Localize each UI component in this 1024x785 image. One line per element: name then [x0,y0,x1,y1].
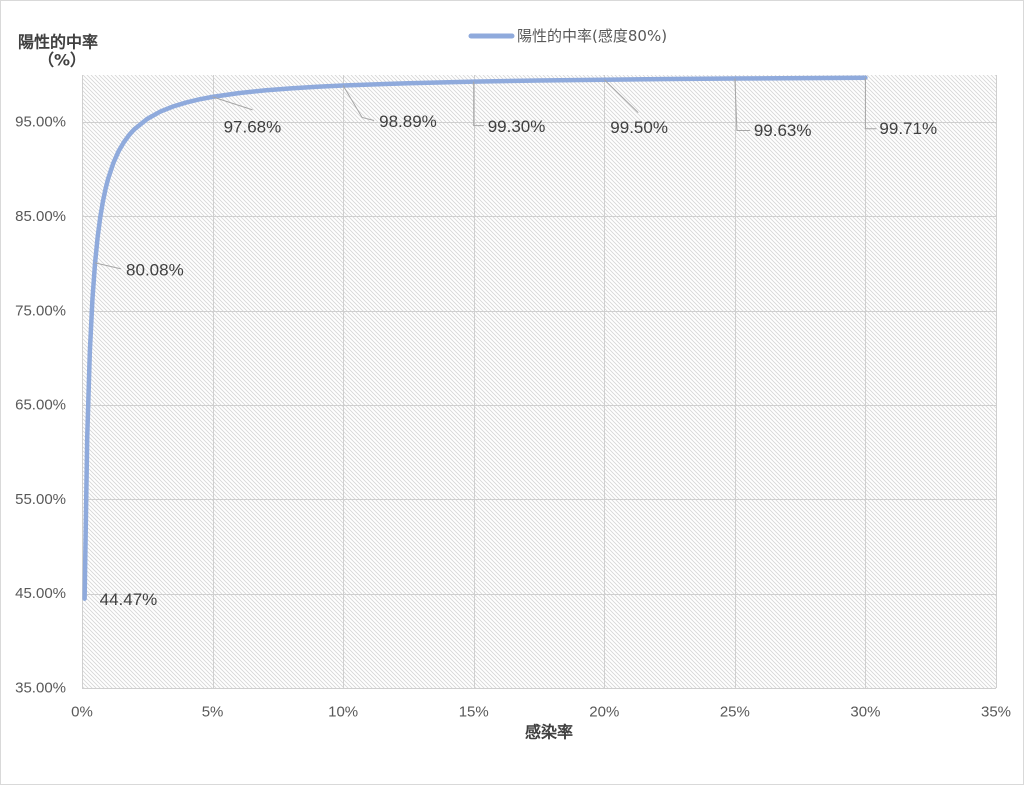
x-tick-label: 25% [720,704,750,721]
data-label: 99.71% [879,119,937,138]
data-label: 97.68% [224,117,282,136]
y-tick-label: 75.00% [15,302,66,319]
data-label-leader [734,78,750,131]
series-line [82,75,868,601]
x-tick-label: 35% [981,704,1011,721]
data-label-leader [473,81,484,127]
series-layer [82,75,868,601]
x-tick-label: 30% [850,704,880,721]
data-label: 99.63% [754,121,812,140]
data-label-leader [864,77,877,130]
data-labels: 44.47% 80.08% 97.68% 98.89% 99.30% 99.50% 99.6… [100,112,937,609]
x-tick-label: 0% [71,704,93,721]
y-axis-unit: （%） [38,51,86,70]
data-label: 99.50% [610,118,668,137]
x-axis-title: 感染率 [525,723,573,742]
data-label: 80.08% [126,260,184,279]
y-tick-label: 65.00% [15,397,66,414]
data-label-leader [212,96,253,111]
x-tick-label: 10% [328,704,358,721]
y-tick-label: 85.00% [15,208,66,225]
data-label: 98.89% [379,112,437,131]
data-label-leader [94,262,122,270]
y-tick-label: 95.00% [15,114,66,131]
data-label-leader [342,85,375,121]
data-label-leaders [94,77,877,270]
y-tick-label: 35.00% [15,680,66,697]
data-label-leader [603,79,639,114]
y-axis-tick-labels: 35.00% 45.00% 55.00% 65.00% 75.00% 85.00% 95.0… [15,114,66,697]
legend-label: 陽性的中率(感度80%) [517,27,667,45]
x-axis-tick-labels: 0% 5% 10% 15% 20% 25% 30% 35% [71,704,1011,721]
y-tick-label: 45.00% [15,585,66,602]
data-label: 99.30% [488,117,546,136]
gridlines [82,75,997,689]
x-tick-label: 15% [459,704,489,721]
data-label: 44.47% [100,590,158,609]
x-tick-label: 20% [589,704,619,721]
plot-area [82,75,996,688]
y-tick-label: 55.00% [15,491,66,508]
x-tick-label: 5% [202,704,224,721]
y-axis-title: 陽性的中率 [18,33,98,52]
legend: 陽性的中率(感度80%) [468,27,667,45]
